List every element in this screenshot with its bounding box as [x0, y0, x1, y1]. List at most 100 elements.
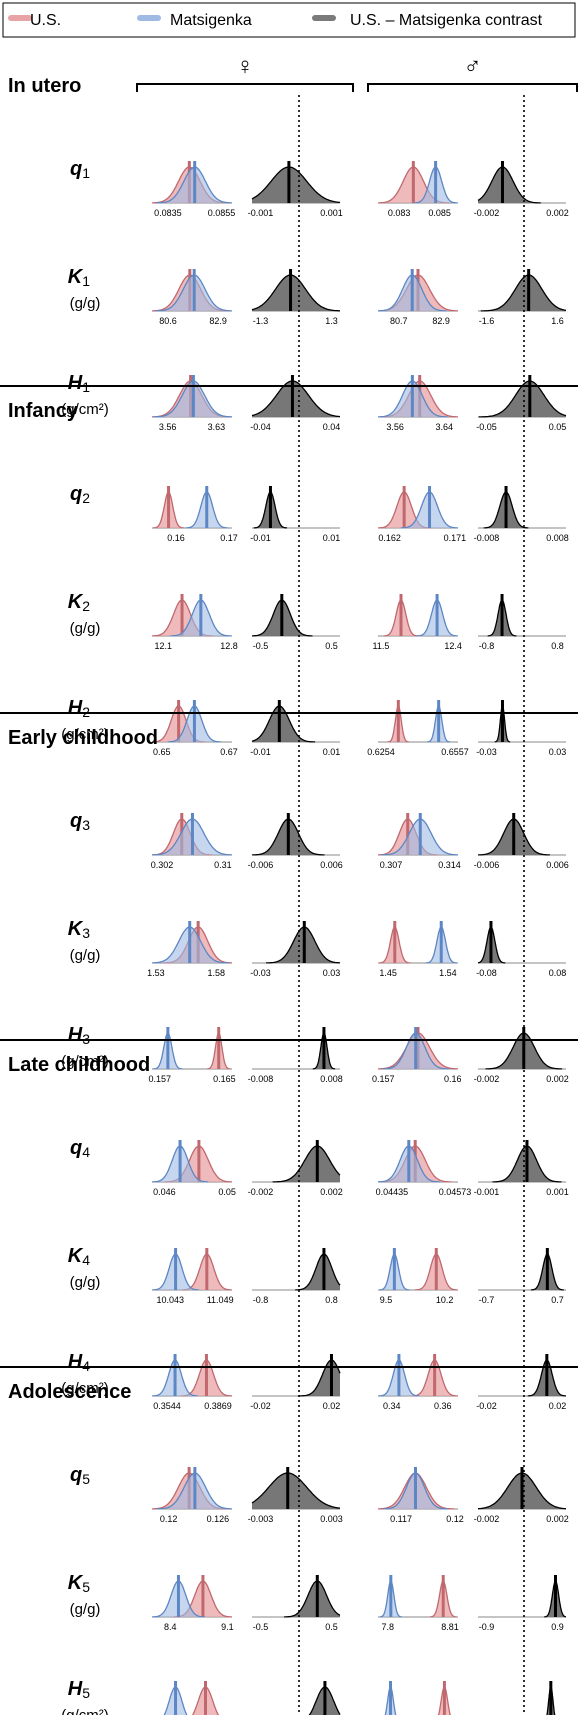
- parameter-label: q1: [70, 158, 90, 181]
- contrast-density-curve: [251, 1472, 341, 1509]
- contrast-tick-label: 0.006: [320, 860, 343, 870]
- parameter-unit: (g/g): [70, 295, 101, 312]
- group-tick-label: 0.307: [380, 860, 403, 870]
- parameter-unit: (g/cm²): [61, 1707, 109, 1715]
- contrast-tick-label: -0.03: [476, 747, 497, 757]
- group-tick-label: 0.171: [444, 533, 467, 543]
- group-tick-label: 7.8: [381, 1622, 394, 1632]
- group-tick-label: 0.126: [207, 1514, 230, 1524]
- parameter-label: q4: [70, 1137, 90, 1160]
- parameter-label: H2: [68, 697, 90, 720]
- contrast-density-fill: [478, 381, 566, 417]
- group-tick-label: 82.9: [209, 316, 227, 326]
- group-tick-label: 0.16: [167, 533, 185, 543]
- group-tick-label: 0.3869: [204, 1401, 232, 1411]
- contrast-tick-label: -0.01: [250, 747, 271, 757]
- contrast-tick-label: 0.008: [320, 1074, 343, 1084]
- legend-swatch: [8, 15, 32, 21]
- parameter-label: q3: [70, 810, 90, 833]
- contrast-tick-label: 0.001: [546, 1187, 569, 1197]
- contrast-tick-label: 0.002: [546, 208, 569, 218]
- contrast-tick-label: 0.03: [323, 968, 341, 978]
- contrast-tick-label: 0.5: [325, 641, 338, 651]
- group-tick-label: 8.81: [441, 1622, 459, 1632]
- group-tick-label: 0.67: [220, 747, 238, 757]
- group-tick-label: 1.54: [439, 968, 457, 978]
- legend-box: [2, 2, 576, 38]
- legend-label: Matsigenka: [170, 12, 252, 29]
- contrast-tick-label: -0.01: [250, 533, 271, 543]
- parameter-symbol: K: [68, 1245, 84, 1267]
- contrast-tick-label: -0.006: [248, 860, 274, 870]
- contrast-tick-label: -0.02: [476, 1401, 497, 1411]
- contrast-tick-label: -0.03: [250, 968, 271, 978]
- group-tick-label: 9.1: [221, 1622, 234, 1632]
- contrast-density-fill: [252, 167, 340, 203]
- group-tick-label: 0.157: [372, 1074, 395, 1084]
- group-tick-label: 0.046: [153, 1187, 176, 1197]
- contrast-tick-label: -0.05: [476, 422, 497, 432]
- sex-bracket: [367, 83, 578, 92]
- group-tick-label: 0.16: [444, 1074, 462, 1084]
- contrast-tick-label: 0.006: [546, 860, 569, 870]
- group-tick-label: 82.9: [432, 316, 450, 326]
- group-tick-label: 0.17: [220, 533, 238, 543]
- contrast-tick-label: 0.01: [323, 533, 341, 543]
- parameter-label: q5: [70, 1464, 90, 1487]
- contrast-tick-label: 0.9: [551, 1622, 564, 1632]
- contrast-tick-label: 0.7: [551, 1295, 564, 1305]
- group-tick-label: 3.64: [435, 422, 453, 432]
- parameter-subscript: 2: [82, 598, 90, 614]
- contrast-density-curve: [284, 1580, 341, 1618]
- contrast-tick-label: 0.03: [549, 747, 567, 757]
- parameter-subscript: 5: [82, 1685, 90, 1701]
- parameter-symbol: H: [68, 372, 83, 394]
- contrast-tick-label: 0.002: [546, 1514, 569, 1524]
- contrast-tick-label: 1.3: [325, 316, 338, 326]
- group-tick-label: 0.6557: [441, 747, 469, 757]
- group-tick-label: 0.65: [153, 747, 171, 757]
- sex-symbol: ♀: [236, 53, 254, 80]
- parameter-subscript: 5: [82, 1579, 90, 1595]
- parameter-label: K3: [68, 918, 90, 941]
- parameter-label: H5: [68, 1678, 90, 1701]
- group-tick-label: 12.8: [220, 641, 238, 651]
- section-title: Infancy: [8, 400, 79, 422]
- contrast-density-fill: [272, 1146, 340, 1182]
- contrast-tick-label: -0.5: [253, 641, 269, 651]
- parameter-symbol: H: [68, 1678, 83, 1700]
- contrast-tick-label: 0.8: [551, 641, 564, 651]
- contrast-density-curve: [308, 1686, 341, 1715]
- group-tick-label: 0.085: [428, 208, 451, 218]
- contrast-tick-label: -0.001: [248, 208, 274, 218]
- parameter-symbol: q: [70, 1137, 82, 1159]
- contrast-tick-label: 0.01: [323, 747, 341, 757]
- contrast-tick-label: -1.3: [253, 316, 269, 326]
- parameter-unit: (g/g): [70, 947, 101, 964]
- contrast-density-curve: [272, 1145, 341, 1183]
- parameter-subscript: 4: [82, 1144, 90, 1160]
- contrast-tick-label: 0.5: [325, 1622, 338, 1632]
- parameter-subscript: 1: [82, 273, 90, 289]
- contrast-density-curve: [480, 274, 567, 312]
- section-title: Adolescence: [8, 1381, 131, 1403]
- contrast-tick-label: -0.002: [474, 1074, 500, 1084]
- group-tick-label: 0.314: [438, 860, 461, 870]
- group-tick-label: 3.63: [208, 422, 226, 432]
- group-tick-label: 0.162: [378, 533, 401, 543]
- parameter-subscript: 3: [82, 817, 90, 833]
- parameter-subscript: 5: [82, 1471, 90, 1487]
- group-tick-label: 11.5: [373, 641, 390, 651]
- parameter-unit: (g/g): [70, 1274, 101, 1291]
- parameter-unit: (g/cm²): [61, 401, 109, 418]
- contrast-density-curve: [299, 1359, 341, 1397]
- parameter-symbol: K: [68, 266, 84, 288]
- group-tick-label: 0.36: [434, 1401, 452, 1411]
- parameter-label: K1: [68, 266, 90, 289]
- contrast-density-fill: [295, 1254, 340, 1290]
- contrast-tick-label: -0.8: [253, 1295, 269, 1305]
- legend-swatch: [137, 15, 161, 21]
- group-tick-label: 0.083: [388, 208, 411, 218]
- section-title: Early childhood: [8, 727, 158, 749]
